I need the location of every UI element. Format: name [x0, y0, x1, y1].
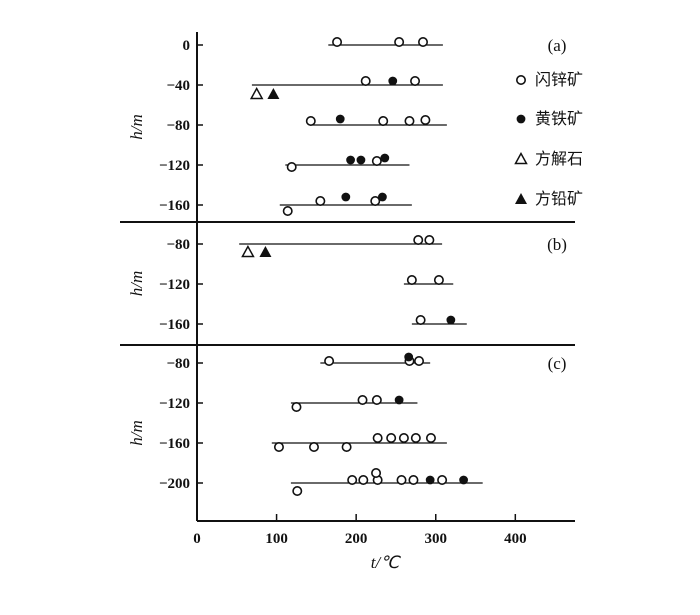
x-tick-label: 200 — [345, 531, 368, 547]
x-tick-label: 400 — [504, 531, 527, 547]
y-tick-label: −80 — [166, 237, 190, 253]
data-point-open-triangle — [241, 244, 255, 258]
data-point-filled-circle — [425, 475, 435, 485]
data-point-open-circle — [396, 474, 407, 485]
y-tick-label: −120 — [159, 158, 190, 174]
data-point-open-circle — [410, 76, 421, 87]
data-point-open-circle — [378, 116, 389, 127]
data-point-filled-triangle — [267, 88, 280, 99]
x-tick-label: 100 — [265, 531, 288, 547]
legend-label: 方解石 — [535, 149, 583, 168]
y-axis-label: h/m — [127, 114, 146, 140]
data-point-open-circle — [406, 274, 417, 285]
y-axis-label: h/m — [127, 271, 146, 297]
data-point-filled-circle — [380, 153, 390, 163]
y-axis-label: h/m — [127, 420, 146, 446]
x-tick-label: 300 — [424, 531, 447, 547]
data-point-open-circle — [394, 36, 405, 47]
data-point-filled-circle — [404, 352, 414, 362]
data-point-filled-circle — [388, 76, 398, 86]
data-point-open-circle — [386, 432, 397, 443]
data-point-filled-triangle — [259, 246, 272, 257]
data-point-open-circle — [420, 115, 431, 126]
data-point-open-circle — [324, 355, 335, 366]
data-point-open-circle — [424, 235, 435, 246]
data-point-open-circle — [347, 474, 358, 485]
data-point-open-circle — [360, 76, 371, 87]
data-point-open-circle — [273, 441, 284, 452]
data-point-open-circle — [433, 274, 444, 285]
y-tick-label: −80 — [166, 118, 190, 134]
legend-label: 方铅矿 — [535, 189, 583, 208]
data-point-filled-circle — [378, 192, 387, 202]
legend-label: 黄铁矿 — [535, 109, 583, 128]
data-point-open-circle — [425, 432, 436, 443]
data-point-filled-circle — [346, 155, 355, 165]
data-point-filled-circle — [335, 114, 345, 124]
data-point-open-circle — [370, 196, 381, 207]
data-point-open-circle — [282, 206, 293, 217]
data-point-open-circle — [404, 116, 415, 127]
y-tick-label: −160 — [159, 436, 190, 452]
data-point-open-circle — [413, 235, 424, 246]
y-tick-label: −120 — [159, 396, 190, 412]
data-point-open-circle — [410, 432, 421, 443]
data-point-open-circle — [357, 394, 368, 405]
data-point-open-circle — [305, 116, 316, 127]
panel-label: (a) — [548, 36, 567, 55]
data-point-open-circle — [315, 196, 326, 207]
x-tick-label: 0 — [193, 531, 201, 547]
data-point-filled-circle — [341, 192, 351, 202]
data-point-filled-circle — [446, 315, 456, 325]
data-point-open-circle — [414, 355, 425, 366]
data-point-open-circle — [291, 401, 302, 412]
data-point-open-triangle — [249, 86, 264, 100]
y-tick-label: 0 — [183, 38, 191, 54]
y-tick-label: −120 — [159, 277, 190, 293]
y-tick-label: −160 — [159, 198, 190, 214]
data-point-open-circle — [415, 314, 426, 325]
y-tick-label: −80 — [166, 356, 190, 372]
data-point-open-circle — [398, 432, 409, 443]
y-tick-label: −40 — [166, 78, 190, 94]
legend-marker-open-triangle — [514, 151, 528, 165]
x-axis-label: t/℃ — [371, 553, 401, 572]
data-point-open-circle — [408, 474, 419, 485]
data-point-open-circle — [437, 474, 448, 485]
data-point-open-circle — [292, 485, 303, 496]
data-point-open-circle — [371, 394, 382, 405]
panel-label: (c) — [548, 354, 567, 373]
data-point-open-circle — [341, 441, 352, 452]
data-point-filled-circle — [356, 155, 366, 165]
panel-label: (b) — [547, 235, 567, 254]
data-point-filled-circle — [394, 395, 404, 405]
y-tick-label: −200 — [159, 476, 190, 492]
data-point-open-circle — [286, 162, 297, 173]
data-point-open-circle — [372, 432, 383, 443]
legend-marker-open-circle — [515, 75, 526, 86]
data-point-open-circle — [371, 467, 382, 478]
data-point-filled-circle — [459, 475, 468, 485]
data-point-open-circle — [371, 156, 382, 167]
data-point-open-circle — [358, 474, 369, 485]
data-point-open-circle — [308, 441, 319, 452]
legend-label: 闪锌矿 — [535, 70, 583, 89]
data-point-open-circle — [332, 36, 343, 47]
legend-marker-filled-triangle — [515, 193, 527, 204]
legend-marker-filled-circle — [516, 114, 526, 124]
y-tick-label: −160 — [159, 317, 190, 333]
data-point-open-circle — [418, 36, 429, 47]
